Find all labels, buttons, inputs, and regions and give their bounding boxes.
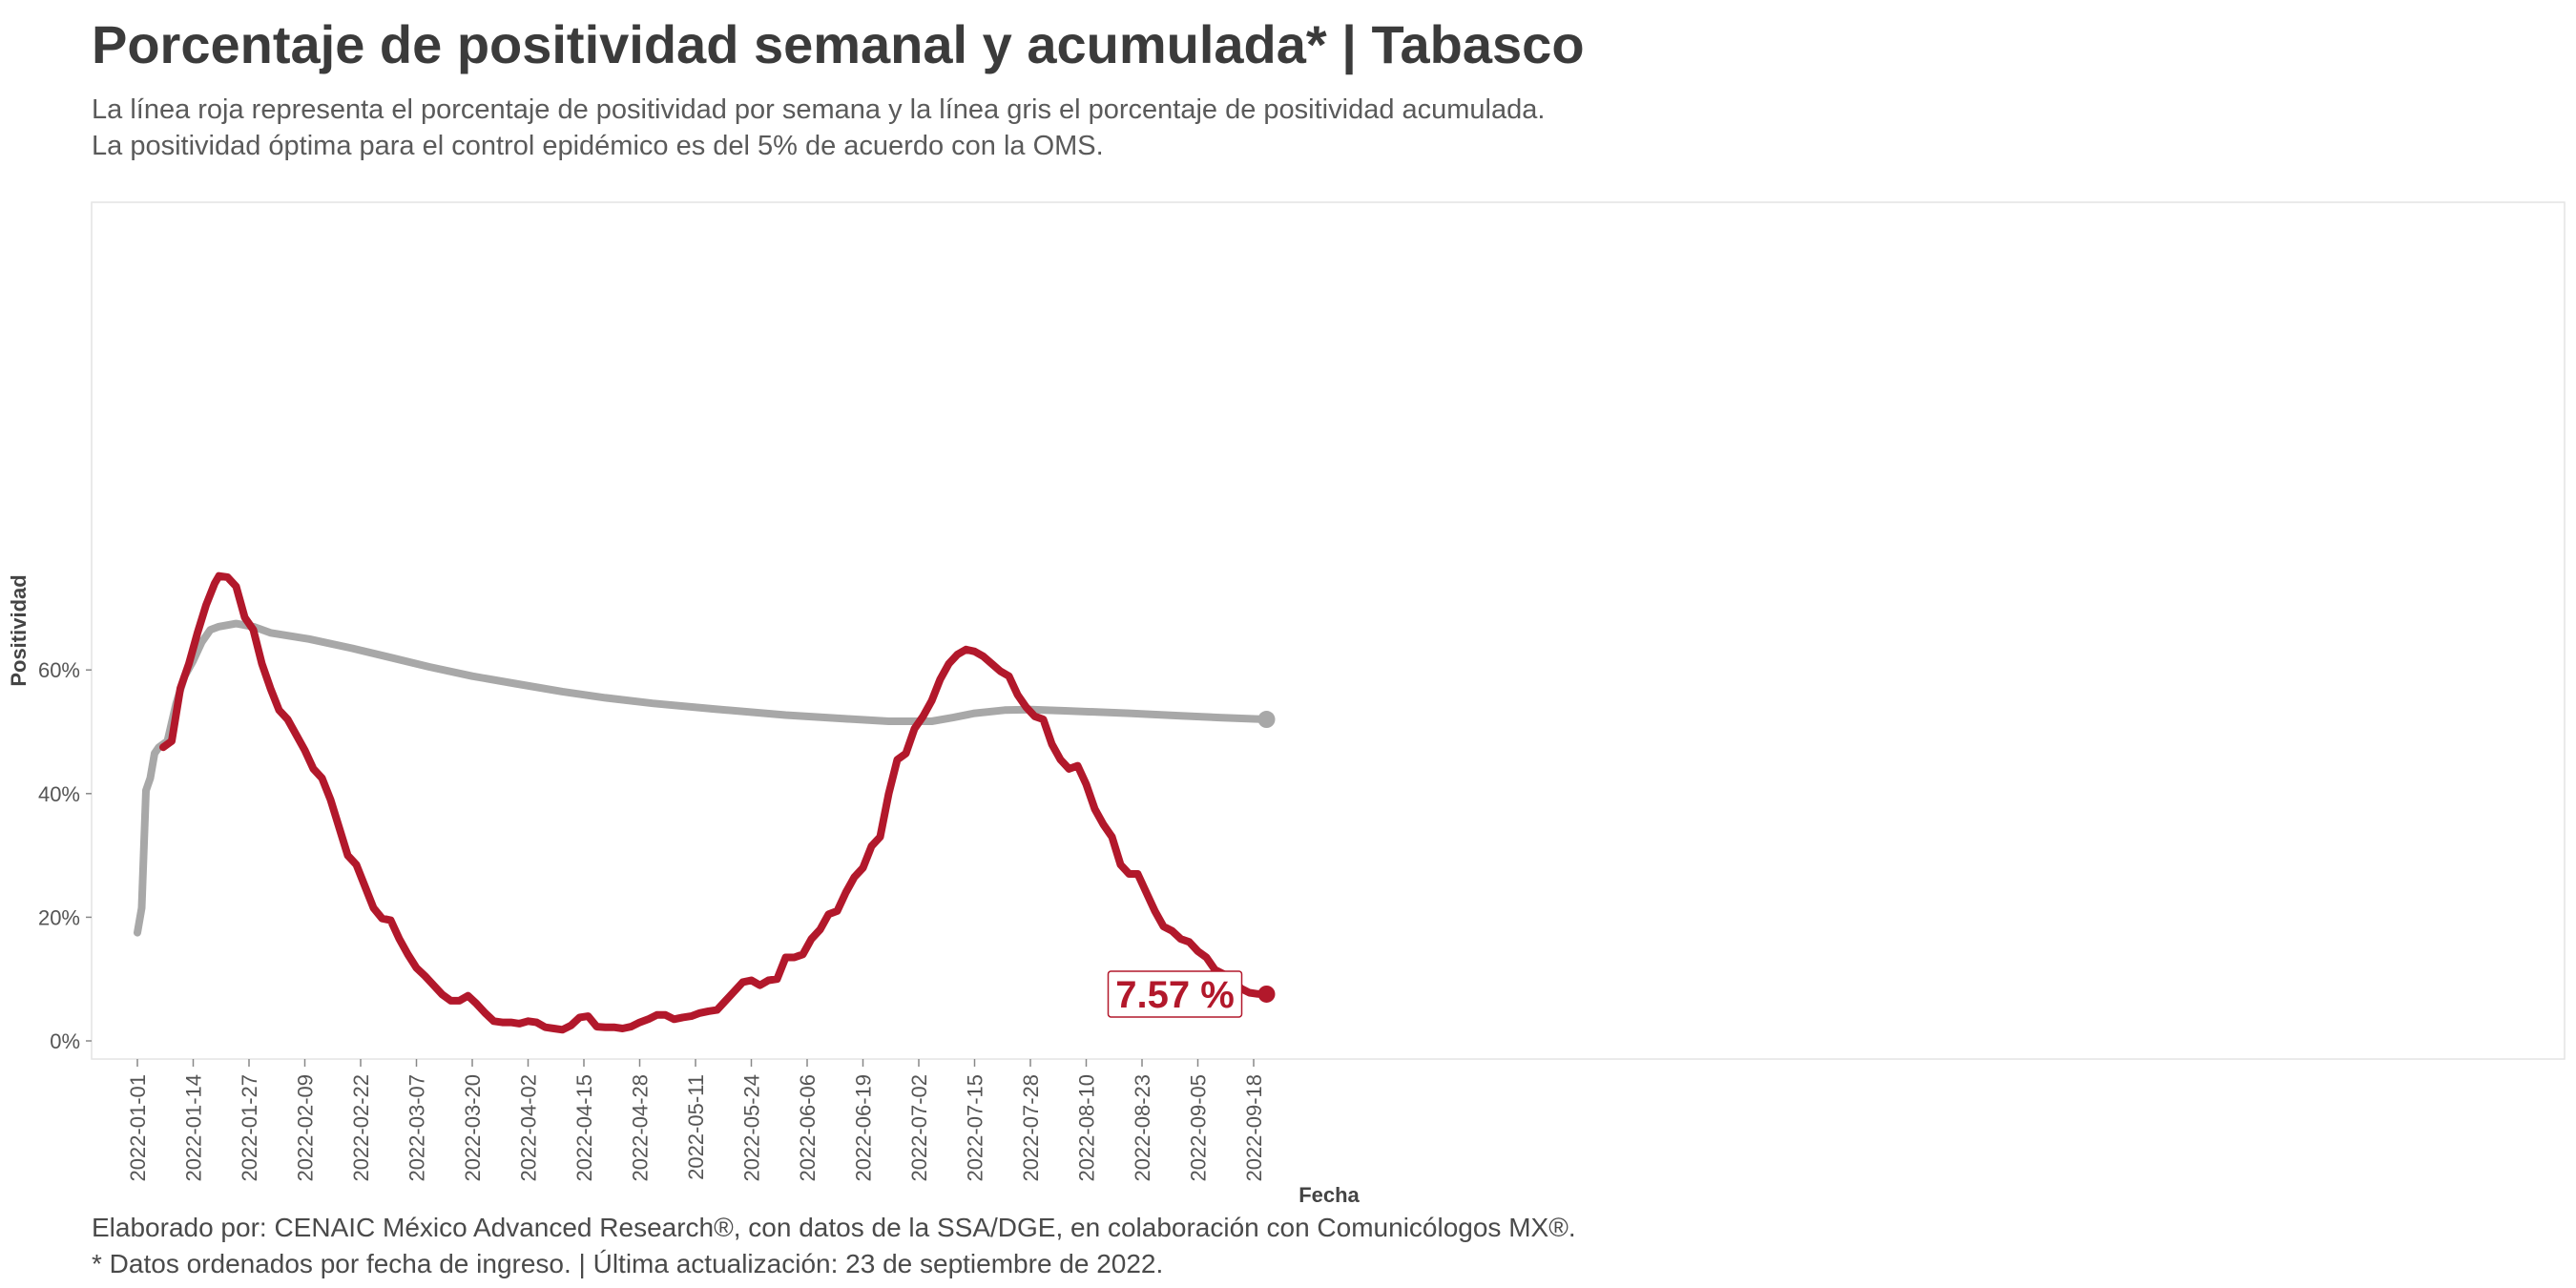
series-layer: [134, 571, 1276, 1034]
end-value-box: [1107, 970, 1243, 1018]
y-tick-label: 40%: [38, 782, 80, 806]
x-tick-label: 2022-07-28: [1019, 1074, 1043, 1182]
x-tick-label: 2022-05-11: [684, 1074, 708, 1180]
y-tick-label: 0%: [50, 1029, 80, 1053]
end-value-label: 7.57 %: [1107, 970, 1243, 1018]
x-tick-label: 2022-03-20: [461, 1074, 485, 1182]
x-tick-label: 2022-09-05: [1187, 1074, 1211, 1182]
x-tick-label: 2022-08-23: [1131, 1074, 1154, 1182]
x-tick-label: 2022-01-14: [182, 1074, 206, 1182]
x-axis: 2022-01-01 2022-01-14 2022-01-27 2022-02-09…: [126, 1059, 1266, 1182]
cumulative-end-point: [1257, 711, 1276, 729]
x-tick-label: 2022-05-24: [740, 1074, 764, 1182]
x-tick-label: 2022-03-07: [405, 1074, 429, 1182]
caption-line-2: * Datos ordenados por fecha de ingreso. …: [92, 1249, 1164, 1278]
caption-line-1: Elaborado por: CENAIC México Advanced Re…: [92, 1213, 1576, 1242]
y-axis-title: Positividad: [7, 574, 31, 686]
cumulative-positivity-line: [134, 619, 1271, 937]
y-axis: 0% 20% 40% 60%: [38, 658, 92, 1053]
y-tick-label: 60%: [38, 658, 80, 682]
chart-title: Porcentaje de positividad semanal y acum…: [92, 14, 1585, 74]
chart-subtitle: La línea roja representa el porcentaje d…: [92, 92, 1545, 164]
y-tick-label: 20%: [38, 905, 80, 929]
weekly-positivity-line: [159, 571, 1271, 1034]
x-tick-label: 2022-04-15: [572, 1074, 596, 1182]
x-tick-label: 2022-09-18: [1242, 1074, 1266, 1182]
weekly-end-point: [1257, 985, 1276, 1003]
x-tick-label: 2022-04-28: [629, 1074, 653, 1182]
x-tick-label: 2022-06-06: [796, 1074, 820, 1182]
plot-panel: [91, 201, 2566, 1060]
x-axis-title: Fecha: [1298, 1183, 1360, 1207]
x-tick-label: 2022-01-01: [126, 1074, 150, 1182]
chart-caption: Elaborado por: CENAIC México Advanced Re…: [92, 1210, 1576, 1282]
subtitle-line-1: La línea roja representa el porcentaje d…: [92, 94, 1546, 125]
x-tick-label: 2022-01-27: [238, 1074, 261, 1182]
x-tick-label: 2022-04-02: [517, 1074, 541, 1182]
x-tick-label: 2022-07-02: [907, 1074, 931, 1182]
subtitle-line-2: La positividad óptima para el control ep…: [92, 131, 1104, 161]
end-value-text: 7.57 %: [1115, 974, 1235, 1016]
x-tick-label: 2022-08-10: [1075, 1074, 1099, 1182]
x-tick-label: 2022-02-09: [294, 1074, 318, 1182]
x-tick-label: 2022-06-19: [852, 1074, 876, 1182]
x-tick-label: 2022-02-22: [349, 1074, 373, 1182]
x-tick-label: 2022-07-15: [964, 1074, 987, 1182]
